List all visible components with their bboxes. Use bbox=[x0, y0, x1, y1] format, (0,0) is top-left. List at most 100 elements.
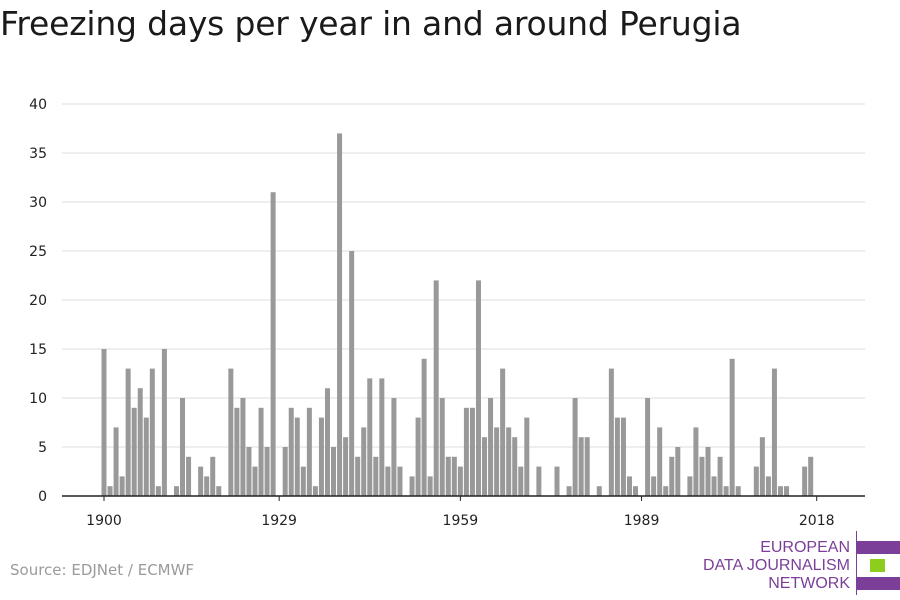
bar-1934 bbox=[306, 407, 312, 496]
bar-1901 bbox=[107, 486, 113, 496]
bar-1913 bbox=[180, 398, 186, 496]
x-tick-label-1929: 1929 bbox=[261, 513, 297, 529]
bar-1905 bbox=[131, 407, 137, 496]
bar-1966 bbox=[500, 368, 506, 496]
bar-1977 bbox=[566, 486, 572, 496]
bar-1970 bbox=[524, 417, 530, 496]
bar-1926 bbox=[258, 407, 264, 496]
edjnet-logo-text-line3: NETWORK bbox=[768, 575, 850, 592]
bar-1968 bbox=[512, 437, 518, 496]
bar-1962 bbox=[475, 280, 481, 496]
bar-1961 bbox=[469, 407, 475, 496]
x-tick-label-1989: 1989 bbox=[624, 513, 660, 529]
bar-1909 bbox=[155, 486, 161, 496]
bar-1935 bbox=[312, 486, 318, 496]
bar-1988 bbox=[633, 486, 639, 496]
bar-2003 bbox=[723, 486, 729, 496]
x-tick-label-1959: 1959 bbox=[443, 513, 479, 529]
y-tick-label-35: 35 bbox=[29, 146, 47, 162]
bar-2012 bbox=[777, 486, 783, 496]
chart-title: Freezing days per year in and around Per… bbox=[0, 4, 742, 43]
bar-2004 bbox=[729, 358, 735, 496]
bar-1910 bbox=[161, 349, 167, 496]
y-tick-label-15: 15 bbox=[29, 342, 47, 358]
bar-2017 bbox=[808, 456, 814, 496]
edjnet-logo-divider bbox=[856, 531, 857, 595]
x-axis-ticks: 1900 1929 1959 1989 2018 bbox=[86, 496, 835, 529]
source-note: Source: EDJNet / ECMWF bbox=[10, 561, 195, 579]
bar-1967 bbox=[506, 427, 512, 496]
y-tick-label-25: 25 bbox=[29, 244, 47, 260]
bar-1946 bbox=[379, 378, 385, 496]
bar-1949 bbox=[397, 466, 403, 496]
bar-1922 bbox=[234, 407, 240, 496]
bar-1912 bbox=[173, 486, 179, 496]
bar-1964 bbox=[488, 398, 494, 496]
bar-1982 bbox=[596, 486, 602, 496]
gridlines bbox=[62, 103, 865, 448]
x-tick-label-1900: 1900 bbox=[86, 513, 122, 529]
y-tick-label-10: 10 bbox=[29, 391, 47, 407]
bar-2008 bbox=[753, 466, 759, 496]
bar-2009 bbox=[759, 437, 765, 496]
bar-2016 bbox=[802, 466, 808, 496]
x-tick-label-2018: 2018 bbox=[799, 513, 835, 529]
bar-2011 bbox=[771, 368, 777, 496]
bar-1903 bbox=[119, 476, 125, 496]
bar-1953 bbox=[421, 358, 427, 496]
y-tick-label-40: 40 bbox=[29, 97, 47, 113]
bar-1918 bbox=[210, 456, 216, 496]
bar-1957 bbox=[445, 456, 451, 496]
bar-2002 bbox=[717, 456, 723, 496]
bar-1930 bbox=[282, 447, 288, 496]
y-axis-tick-labels: 0 5 10 15 20 25 30 35 40 bbox=[29, 97, 47, 505]
bar-1933 bbox=[300, 466, 306, 496]
bars bbox=[101, 133, 814, 496]
bar-1958 bbox=[451, 456, 457, 496]
bar-1994 bbox=[669, 456, 675, 496]
bar-1952 bbox=[415, 417, 421, 496]
bar-1923 bbox=[240, 398, 246, 496]
bar-1919 bbox=[216, 486, 222, 496]
bar-1938 bbox=[331, 447, 337, 496]
bar-1979 bbox=[578, 437, 584, 496]
bar-1972 bbox=[536, 466, 542, 496]
edjnet-logo-text-line1: EUROPEAN bbox=[760, 539, 850, 556]
bar-1956 bbox=[439, 398, 445, 496]
bar-1944 bbox=[367, 378, 373, 496]
edjnet-logo-bar-2 bbox=[870, 559, 885, 572]
bar-1945 bbox=[373, 456, 379, 496]
bar-1959 bbox=[457, 466, 463, 496]
bar-1965 bbox=[494, 427, 500, 496]
bar-1990 bbox=[645, 398, 651, 496]
bar-1984 bbox=[608, 368, 614, 496]
bar-1986 bbox=[620, 417, 626, 496]
bar-1951 bbox=[409, 476, 415, 496]
bar-1943 bbox=[361, 427, 367, 496]
bar-2010 bbox=[765, 476, 771, 496]
bar-1995 bbox=[675, 447, 681, 496]
bar-1954 bbox=[427, 476, 433, 496]
y-tick-label-5: 5 bbox=[38, 440, 47, 456]
bar-2005 bbox=[735, 486, 741, 496]
edjnet-logo-bar-1 bbox=[857, 541, 900, 554]
bar-1927 bbox=[264, 447, 270, 496]
bar-1928 bbox=[270, 192, 276, 496]
bar-1993 bbox=[663, 486, 669, 496]
bar-1916 bbox=[198, 466, 204, 496]
bar-1932 bbox=[294, 417, 300, 496]
bar-1963 bbox=[482, 437, 488, 496]
bar-1978 bbox=[572, 398, 578, 496]
bar-1907 bbox=[143, 417, 149, 496]
bar-1987 bbox=[626, 476, 632, 496]
bar-1985 bbox=[614, 417, 620, 496]
bar-1999 bbox=[699, 456, 705, 496]
bar-1924 bbox=[246, 447, 252, 496]
bar-1992 bbox=[657, 427, 663, 496]
bar-1947 bbox=[385, 466, 391, 496]
bar-1917 bbox=[204, 476, 210, 496]
bar-1980 bbox=[584, 437, 590, 496]
bar-1939 bbox=[337, 133, 343, 496]
bar-1931 bbox=[288, 407, 294, 496]
